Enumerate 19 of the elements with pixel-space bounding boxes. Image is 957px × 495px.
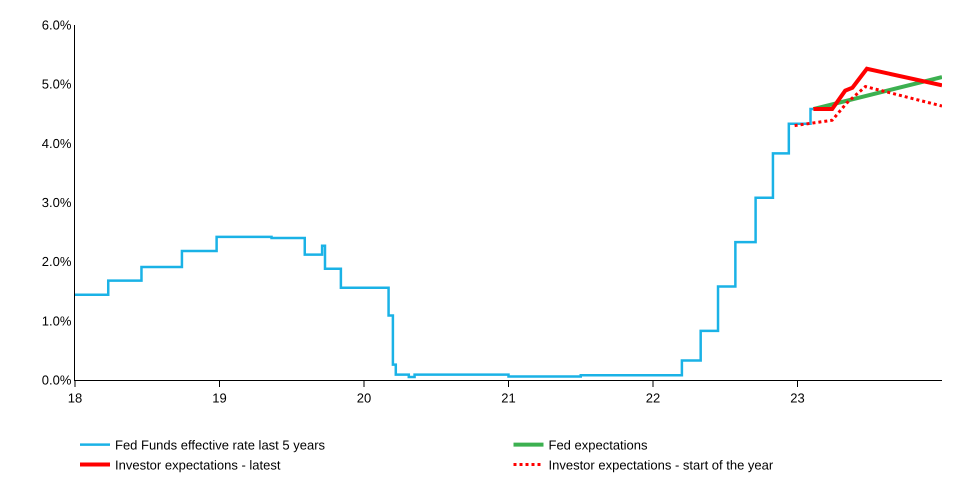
x-tick-label: 21	[501, 390, 516, 406]
legend-label: Fed Funds effective rate last 5 years	[115, 438, 326, 453]
legend-label: Investor expectations - start of the year	[548, 458, 774, 473]
y-tick-label: 6.0%	[42, 18, 72, 33]
x-tick-label: 20	[356, 390, 372, 406]
y-tick-label: 1.0%	[42, 313, 72, 328]
x-tick-label: 19	[212, 390, 227, 406]
x-tick-label: 22	[646, 390, 660, 406]
y-tick-label: 0.0%	[42, 372, 72, 388]
legend-label: Investor expectations - latest	[115, 458, 281, 473]
y-tick-label: 3.0%	[42, 195, 72, 210]
y-tick-label: 2.0%	[42, 254, 72, 270]
x-tick-label: 23	[790, 390, 805, 406]
line-series	[811, 66, 942, 112]
y-tick-label: 4.0%	[42, 136, 72, 151]
legend-label: Fed expectations	[548, 438, 648, 453]
x-tick-label: 18	[68, 390, 82, 406]
y-tick-label: 5.0%	[42, 76, 72, 92]
line-series	[793, 85, 942, 128]
